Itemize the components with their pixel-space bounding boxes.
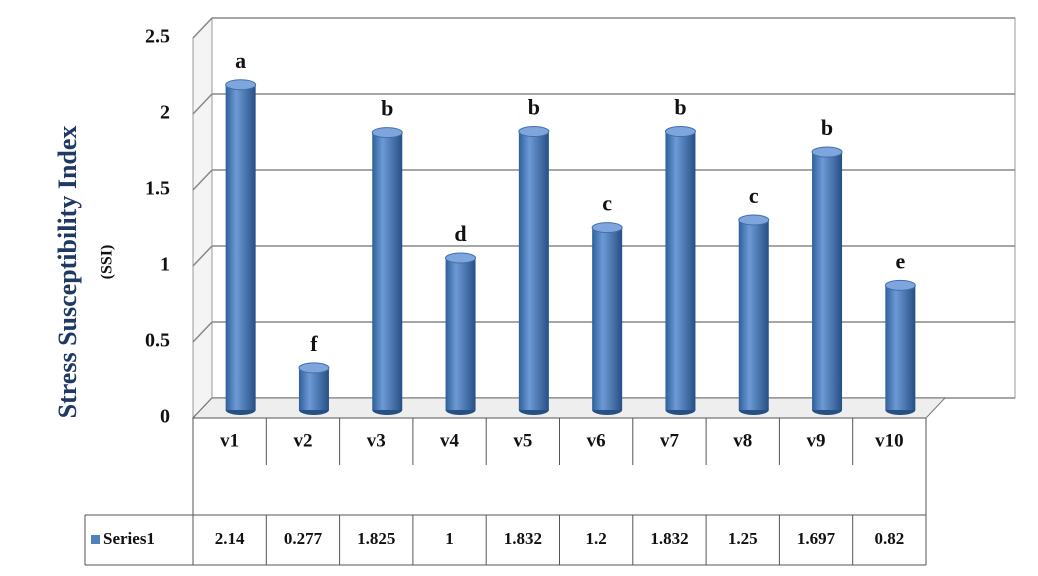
grid-line	[192, 245, 213, 267]
bar-group	[738, 214, 770, 415]
x-tick-label: v1	[220, 430, 239, 451]
legend-swatch	[91, 535, 100, 544]
bar-group	[664, 126, 696, 415]
annotation: b	[674, 95, 686, 120]
table-value: 0.82	[874, 529, 904, 548]
annotation: f	[310, 331, 318, 356]
y-axis-unit: (SSI)	[99, 245, 116, 280]
bar-group	[591, 222, 623, 415]
bar-top	[371, 127, 403, 139]
grid-line	[192, 169, 213, 191]
annotation: b	[528, 95, 540, 120]
table-value: 2.14	[215, 529, 245, 548]
annotation: e	[895, 248, 905, 273]
annotation: a	[235, 48, 246, 73]
x-tick-label: v7	[660, 430, 680, 451]
x-tick-label: v10	[875, 430, 904, 451]
x-tick-label: v9	[807, 430, 826, 451]
bar	[885, 285, 916, 410]
grid-line	[192, 321, 213, 343]
bar-group	[811, 146, 843, 415]
y-tick-label: 1	[160, 254, 170, 276]
table-value: 1.697	[797, 529, 836, 548]
side-wall	[192, 16, 213, 420]
bar	[518, 131, 549, 410]
bar-group	[445, 252, 477, 415]
bar-top	[884, 279, 916, 291]
bar	[812, 152, 843, 410]
x-tick-label: v4	[440, 430, 460, 451]
annotation: b	[381, 96, 393, 121]
bar-group	[298, 362, 330, 415]
bar-top	[811, 146, 843, 158]
table-value: 1.825	[357, 529, 395, 548]
x-tick-label: v5	[513, 430, 532, 451]
y-tick-label: 0.5	[145, 330, 170, 352]
bar-top	[298, 362, 330, 374]
bar	[445, 258, 476, 410]
grid-line	[192, 93, 213, 115]
y-tick-label: 1.5	[145, 178, 170, 200]
bar-group	[518, 126, 550, 415]
bar-top	[225, 79, 257, 91]
x-tick-label: v2	[293, 430, 312, 451]
annotation: c	[749, 183, 759, 208]
annotation: b	[821, 115, 833, 140]
annotation: c	[602, 191, 612, 216]
bar-top	[591, 222, 623, 234]
table-value: 0.277	[284, 529, 323, 548]
bar	[738, 220, 769, 410]
bar	[592, 227, 623, 410]
annotation: d	[454, 221, 466, 246]
bar	[665, 131, 696, 410]
bar-top	[664, 126, 696, 138]
x-tick-label: v6	[587, 430, 606, 451]
bar-top	[518, 126, 550, 138]
table-value: 1.832	[650, 529, 688, 548]
bar-group	[225, 79, 257, 415]
table-value: 1.25	[728, 529, 758, 548]
bar	[298, 367, 329, 410]
bar	[372, 132, 403, 410]
table-value: 1.2	[586, 529, 607, 548]
y-tick-label: 2.5	[145, 26, 170, 48]
y-tick-label: 0	[160, 406, 170, 428]
table-value: 1	[445, 529, 454, 548]
bar-group	[371, 127, 403, 415]
y-axis-title: Stress Susceptibility Index	[53, 126, 82, 419]
bar-group	[884, 279, 916, 415]
legend-label: Series1	[103, 529, 155, 548]
x-tick-label: v8	[733, 430, 752, 451]
x-tick-label: v3	[367, 430, 386, 451]
table-value: 1.832	[504, 529, 542, 548]
bar-top	[445, 252, 477, 264]
y-tick-label: 2	[160, 102, 170, 124]
grid-line	[192, 17, 213, 39]
bar	[225, 84, 256, 410]
bar-top	[738, 214, 770, 226]
